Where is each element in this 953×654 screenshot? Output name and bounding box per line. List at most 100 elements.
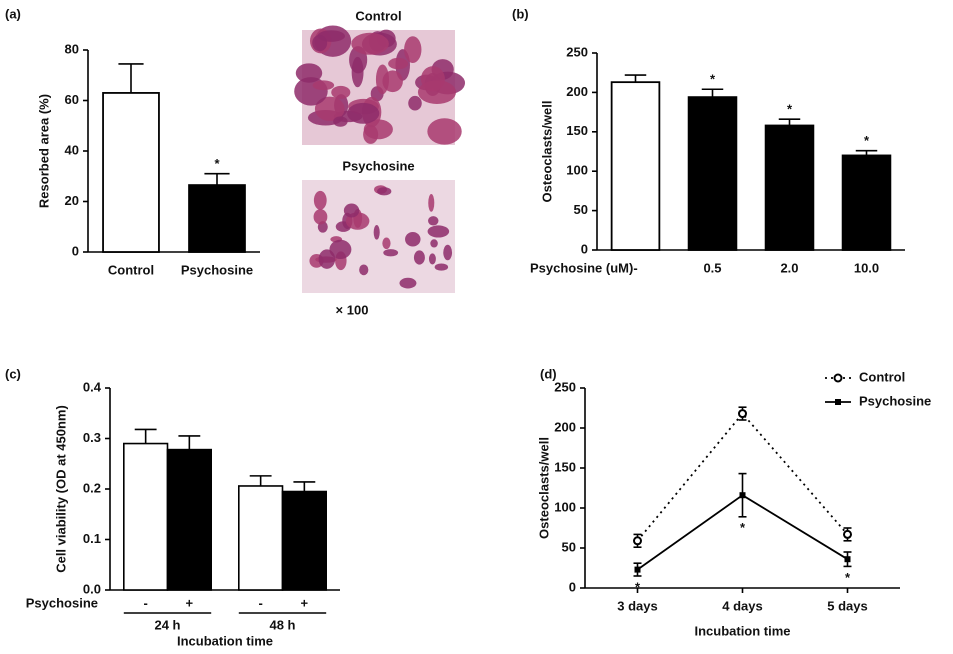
y-tick-label: 0: [72, 243, 79, 258]
osteoclast-blob: [443, 244, 453, 261]
series-label: -: [258, 595, 262, 610]
y-tick-label: 0.1: [83, 531, 101, 546]
osteoclast-blob: [351, 32, 389, 55]
bar: [687, 96, 738, 251]
osteoclast-blob: [383, 249, 399, 257]
series-label: -: [143, 595, 147, 610]
osteoclast-blob: [382, 237, 391, 250]
bar: [123, 442, 169, 591]
osteoclast-blob: [405, 231, 421, 247]
x-tick-label: 5 days: [827, 598, 867, 613]
significance-mark: *: [710, 72, 716, 87]
osteoclast-blob: [312, 80, 335, 91]
osteoclast-blob: [375, 64, 389, 95]
osteoclast-blob: [343, 203, 360, 218]
y-tick-label: 0.3: [83, 430, 101, 445]
significance-mark: *: [635, 579, 641, 594]
osteoclast-blob: [399, 277, 417, 289]
significance-mark: *: [787, 102, 793, 117]
y-tick-label: 100: [566, 163, 588, 178]
y-tick-label: 80: [65, 41, 79, 56]
significance-mark: *: [214, 156, 220, 171]
osteoclast-blob: [428, 193, 435, 212]
significance-mark: *: [740, 520, 746, 535]
legend-marker: [833, 373, 843, 383]
x-tick-label: -: [633, 260, 637, 275]
osteoclast-blob: [313, 190, 327, 210]
y-tick-label: 100: [554, 499, 576, 514]
data-point: [843, 529, 852, 539]
y-axis-label: Osteoclasts/well: [536, 437, 551, 539]
osteoclast-blob: [363, 119, 393, 140]
image-title: Control: [355, 8, 401, 23]
y-tick-label: 20: [65, 193, 79, 208]
y-axis-label: Cell viability (OD at 450nm): [53, 405, 68, 573]
data-point: [739, 492, 746, 499]
y-tick-label: 250: [554, 379, 576, 394]
x-tick-label: 4 days: [722, 598, 762, 613]
osteoclast-blob: [430, 239, 438, 248]
x-tick-label: Control: [108, 262, 154, 277]
osteoclast-blob: [404, 36, 422, 63]
osteoclast-blob: [347, 102, 380, 124]
bar: [188, 184, 246, 253]
x-axis-label: Incubation time: [177, 633, 273, 648]
magnification: × 100: [336, 302, 369, 317]
osteoclast-blob: [417, 80, 457, 105]
legend-marker: [835, 399, 841, 405]
x-tick-label: 10.0: [854, 260, 879, 275]
osteoclast-blob: [427, 118, 462, 145]
osteoclast-blob: [427, 225, 450, 238]
osteoclast-blob: [428, 253, 436, 265]
osteoclast-blob: [377, 187, 392, 196]
osteoclast-blob: [408, 95, 422, 111]
bar: [166, 448, 213, 591]
y-tick-label: 40: [65, 142, 79, 157]
osteoclast-blob: [312, 34, 328, 52]
y-tick-label: 50: [574, 202, 588, 217]
data-point: [633, 536, 642, 546]
y-axis-label: Osteoclasts/well: [539, 101, 554, 203]
image-title: Psychosine: [342, 158, 414, 173]
osteoclast-blob: [313, 209, 328, 225]
bar: [238, 485, 284, 591]
bar: [610, 81, 661, 251]
x-tick-label: 48 h: [269, 617, 295, 632]
x-tick-label: 24 h: [154, 617, 180, 632]
y-tick-label: 200: [554, 419, 576, 434]
osteoclast-blob: [413, 250, 425, 265]
significance-mark: *: [864, 133, 870, 148]
osteoclast-blob: [331, 85, 351, 99]
x-tick-label: 3 days: [617, 598, 657, 613]
panel-label: (c): [5, 366, 21, 381]
y-tick-label: 0.0: [83, 581, 101, 596]
y-tick-label: 150: [554, 459, 576, 474]
y-tick-label: 250: [566, 44, 588, 59]
y-tick-label: 50: [562, 539, 576, 554]
osteoclast-blob: [434, 263, 449, 271]
panel-label: (a): [5, 6, 21, 21]
row-label: Psychosine: [26, 595, 98, 610]
osteoclast-blob: [329, 239, 352, 260]
y-tick-label: 150: [566, 123, 588, 138]
panel-label: (b): [512, 6, 529, 21]
y-axis-label: Resorbed area (%): [36, 94, 51, 208]
osteoclast-blob: [388, 57, 409, 70]
osteoclast-blob: [359, 264, 369, 276]
y-tick-label: 200: [566, 84, 588, 99]
significance-mark: *: [845, 570, 851, 585]
osteoclast-blob: [318, 249, 336, 269]
x-axis-label: Incubation time: [694, 623, 790, 638]
y-tick-label: 0: [569, 579, 576, 594]
data-point: [738, 409, 747, 419]
bar: [764, 124, 815, 251]
x-tick-label: 0.5: [703, 260, 721, 275]
y-tick-label: 60: [65, 92, 79, 107]
osteoclast-blob: [314, 96, 345, 122]
y-tick-label: 0.2: [83, 480, 101, 495]
series-label: +: [186, 595, 194, 610]
x-tick-label: 2.0: [780, 260, 798, 275]
series-label: +: [301, 595, 309, 610]
